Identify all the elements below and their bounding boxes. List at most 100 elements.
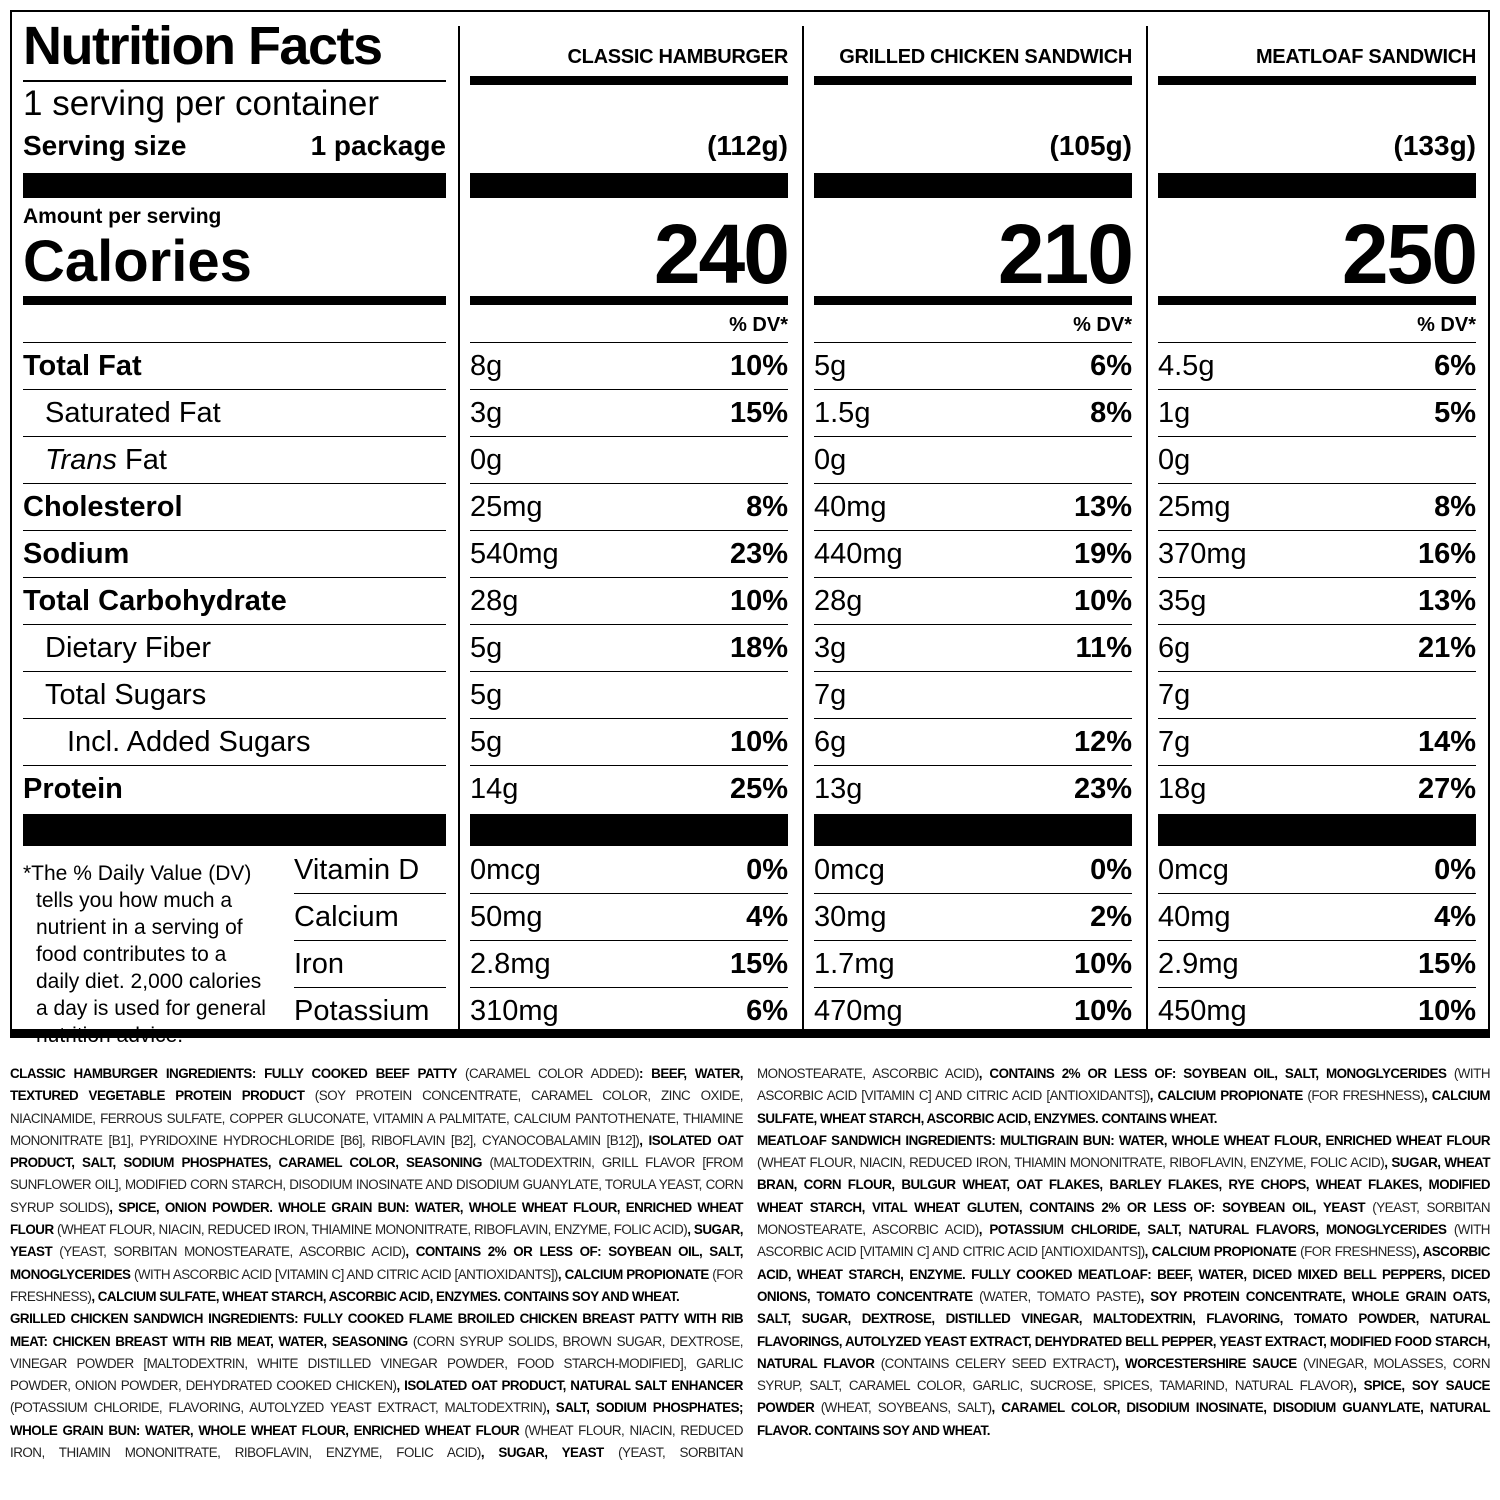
footnote-line: *The % Daily Value (DV) xyxy=(23,862,252,885)
nutrient-dv: 10% xyxy=(729,349,788,382)
ingredient-text-bold: CLASSIC HAMBURGER INGREDIENTS: FULLY COO… xyxy=(10,1066,465,1081)
ingredients-paragraph: GRILLED CHICKEN SANDWICH INGREDIENTS: FU… xyxy=(10,1063,1491,1464)
ingredient-text: (WHEAT FLOUR, NIACIN, REDUCED IRON, THIA… xyxy=(57,1222,688,1238)
nutrient-amount: 13g xyxy=(814,772,863,805)
amount-per-serving: Amount per serving xyxy=(23,205,222,228)
vitamin-row: 450mg 10% xyxy=(1158,988,1476,1034)
nutrient-dv: 25% xyxy=(729,772,788,805)
vitamin-label: Iron xyxy=(294,947,344,980)
nutrient-dv: 6% xyxy=(1434,349,1476,382)
ingredient-text: (YEAST, SORBITAN MONOSTEARATE, ASCORBIC … xyxy=(757,1199,1491,1238)
nutrient-amount: 3g xyxy=(470,396,503,429)
ingredient-text: (CORN SYRUP SOLIDS, BROWN SUGAR, DEXTROS… xyxy=(10,1333,744,1394)
thick-bar xyxy=(1158,173,1476,198)
nutrient-label: Sodium xyxy=(23,538,129,571)
thick-bar xyxy=(470,76,788,85)
vitamin-dv: 15% xyxy=(1417,947,1476,980)
nutrient-amount: 540mg xyxy=(470,537,559,570)
divider xyxy=(470,342,788,343)
ingredient-text-bold: , CALCIUM PROPIONATE xyxy=(1149,1088,1308,1104)
nutrient-row: 4.5g 6% xyxy=(1158,343,1476,390)
vitamin-label-row: Potassium xyxy=(294,988,446,1034)
vitamin-row: 470mg 10% xyxy=(814,988,1132,1034)
nutrient-amount: 5g xyxy=(470,631,503,664)
nutrient-row: 370mg 16% xyxy=(1158,531,1476,578)
thick-bar xyxy=(470,173,788,198)
nutrient-amount: 7g xyxy=(1158,678,1191,711)
nutrient-amount: 370mg xyxy=(1158,537,1247,570)
nutrient-dv: 5% xyxy=(1434,396,1476,429)
nutrient-amount: 25mg xyxy=(1158,490,1231,523)
vitamin-dv: 6% xyxy=(746,994,788,1027)
ingredient-text-bold: , CONTAINS 2% OR LESS OF: SOYBEAN OIL, S… xyxy=(978,1066,1454,1081)
vitamin-dv: 15% xyxy=(729,947,788,980)
nutrient-label-row: Total Carbohydrate xyxy=(23,578,446,625)
nutrient-amount: 3g xyxy=(814,631,847,664)
ingredient-text: (FOR FRESHNESS) xyxy=(1307,1088,1424,1104)
ingredient-text: (YEAST, SORBITAN MONOSTEARATE, ASCORBIC … xyxy=(618,1066,979,1461)
ingredient-text-bold: , SUGAR, WHEAT BRAN, CORN FLOUR, BULGUR … xyxy=(757,1155,1491,1215)
nutrient-label-row: Total Sugars xyxy=(23,672,446,719)
ingredient-text: (POTASSIUM CHLORIDE, FLAVORING, AUTOLYZE… xyxy=(10,1400,547,1416)
nutrient-row: 5g 10% xyxy=(470,719,788,766)
nutrient-label-text: Total Carbohydrate xyxy=(23,584,287,617)
nutrient-amount: 1g xyxy=(1158,396,1191,429)
nutrient-amount: 4.5g xyxy=(1158,349,1215,382)
ingredient-text-bold: , CONTAINS 2% OR LESS OF: SOYBEAN OIL, S… xyxy=(10,1244,744,1282)
ingredient-text-bold: , ISOLATED OAT PRODUCT, SALT, SODIUM PHO… xyxy=(10,1132,744,1171)
nutrient-amount: 28g xyxy=(814,584,863,617)
nutrient-dv: 6% xyxy=(1090,349,1132,382)
ingredient-text-bold: , ASCORBIC ACID, WHEAT STARCH, ENZYME. F… xyxy=(757,1244,1491,1304)
nutrient-amount: 7g xyxy=(1158,725,1191,758)
product-serving-weight: (105g) xyxy=(1049,130,1132,161)
serving-size-value: 1 package xyxy=(310,130,446,161)
nutrient-label: Incl. Added Sugars xyxy=(23,726,310,759)
nutrient-label: Saturated Fat xyxy=(23,397,221,430)
vitamin-amount: 450mg xyxy=(1158,994,1247,1027)
nutrient-label-text: Cholesterol xyxy=(23,490,183,523)
nutrient-dv: 10% xyxy=(1073,584,1132,617)
product-calories: 250 xyxy=(1341,207,1478,301)
ingredient-text: (YEAST, SORBITAN MONOSTEARATE, ASCORBIC … xyxy=(59,1244,406,1260)
nutrient-label-text: Total Sugars xyxy=(45,678,207,711)
nutrient-dv: 27% xyxy=(1417,772,1476,805)
dv-header: % DV* xyxy=(729,314,788,336)
nutrient-dv: 16% xyxy=(1417,537,1476,570)
product-name: CLASSIC HAMBURGER xyxy=(567,46,789,68)
nutrient-row: 3g 15% xyxy=(470,390,788,437)
thick-bar xyxy=(470,814,788,846)
divider xyxy=(1158,342,1476,343)
vitamin-amount: 40mg xyxy=(1158,900,1231,933)
nutrient-label-row: Cholesterol xyxy=(23,484,446,531)
product-name: GRILLED CHICKEN SANDWICH xyxy=(839,46,1132,68)
nutrient-row: 7g xyxy=(814,672,1132,719)
nutrient-row: 28g 10% xyxy=(470,578,788,625)
nutrient-label-row: Trans Fat xyxy=(23,437,446,484)
vitamin-amount: 0mcg xyxy=(1158,853,1229,886)
nutrient-amount: 7g xyxy=(814,678,847,711)
nutrient-label-text: Fat xyxy=(116,443,167,476)
panel-title: Nutrition Facts xyxy=(23,16,383,76)
ingredient-text-bold: , SPICE, ONION POWDER. WHOLE GRAIN BUN: … xyxy=(10,1199,744,1238)
nutrient-amount: 1.5g xyxy=(814,396,871,429)
nutrient-row: 5g 6% xyxy=(814,343,1132,390)
ingredient-text-bold: : BEEF, WATER, TEXTURED VEGETABLE PROTEI… xyxy=(10,1066,743,1104)
nutrient-label: Protein xyxy=(23,773,123,806)
nutrient-dv: 23% xyxy=(729,537,788,570)
nutrient-row: 6g 21% xyxy=(1158,625,1476,672)
nutrient-label-italic: Trans xyxy=(45,443,117,476)
vitamin-dv: 0% xyxy=(1434,853,1476,886)
nutrient-row: 13g 23% xyxy=(814,766,1132,812)
serving-size-label: Serving size xyxy=(23,130,187,161)
vitamin-dv: 10% xyxy=(1073,947,1132,980)
nutrient-row: 18g 27% xyxy=(1158,766,1476,812)
nutrient-dv: 8% xyxy=(1434,490,1476,523)
product-column-1: CLASSIC HAMBURGER (112g) 240 % DV* 8g 10% 3g 15… xyxy=(470,12,790,1029)
nutrient-amount: 6g xyxy=(814,725,847,758)
ingredient-text-bold: , SALT, SODIUM PHOSPHATES; WHOLE GRAIN B… xyxy=(10,1400,744,1438)
nutrient-dv: 8% xyxy=(746,490,788,523)
thick-bar xyxy=(814,814,1132,846)
nutrient-dv: 12% xyxy=(1073,725,1132,758)
nutrient-label: Total Fat xyxy=(23,350,142,383)
ingredient-text-bold: , SPICE, SOY SAUCE POWDER xyxy=(757,1378,1491,1416)
